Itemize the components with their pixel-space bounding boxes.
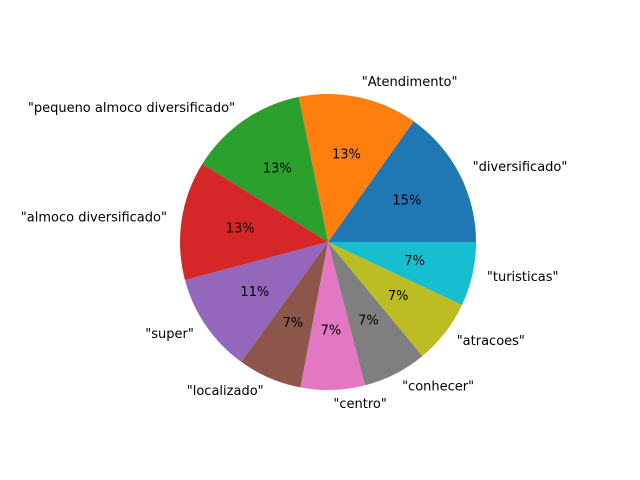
pie-slice [298,93,414,242]
pie-slices [179,93,476,391]
slice-category-label: "turisticas" [487,270,559,285]
slice-category-label: "diversificado" [473,160,568,175]
pie-slice [328,242,476,305]
slice-category-label: "localizado" [187,384,264,399]
pie-slice [300,242,365,391]
pie-slice [328,121,476,242]
slice-category-label: "Atendimento" [362,75,458,90]
slice-category-label: "atracoes" [457,334,525,349]
slice-category-label: "almoco diversificado" [21,211,167,226]
slice-percent-label: 7% [358,314,379,329]
slice-category-label: "pequeno almoco diversificado" [28,101,235,116]
pie-slice [328,242,462,356]
slice-percent-label: 15% [392,194,421,209]
slice-category-label: "conhecer" [402,379,474,394]
pie-slice [241,242,328,388]
slice-category-label: "super" [145,327,194,342]
pie-slice [179,163,328,281]
pie-slice [184,242,328,362]
pie-slice [202,96,328,243]
slice-percent-label: 13% [226,221,255,236]
slice-percent-label: 11% [240,285,269,300]
slice-percent-label: 7% [283,316,304,331]
slice-category-label: "centro" [333,397,386,412]
category-labels: "diversificado" "Atendimento" "pequeno alm… [21,75,568,412]
slice-percent-label: 7% [321,323,342,338]
slice-percent-label: 7% [404,254,425,269]
percent-labels: 15% 13% 13% 13% 11% 7% 7% 7% 7% 7% [226,148,425,339]
slice-percent-label: 13% [263,162,292,177]
slice-percent-label: 13% [332,148,361,163]
slice-percent-label: 7% [388,289,409,304]
pie-slice [328,242,423,386]
